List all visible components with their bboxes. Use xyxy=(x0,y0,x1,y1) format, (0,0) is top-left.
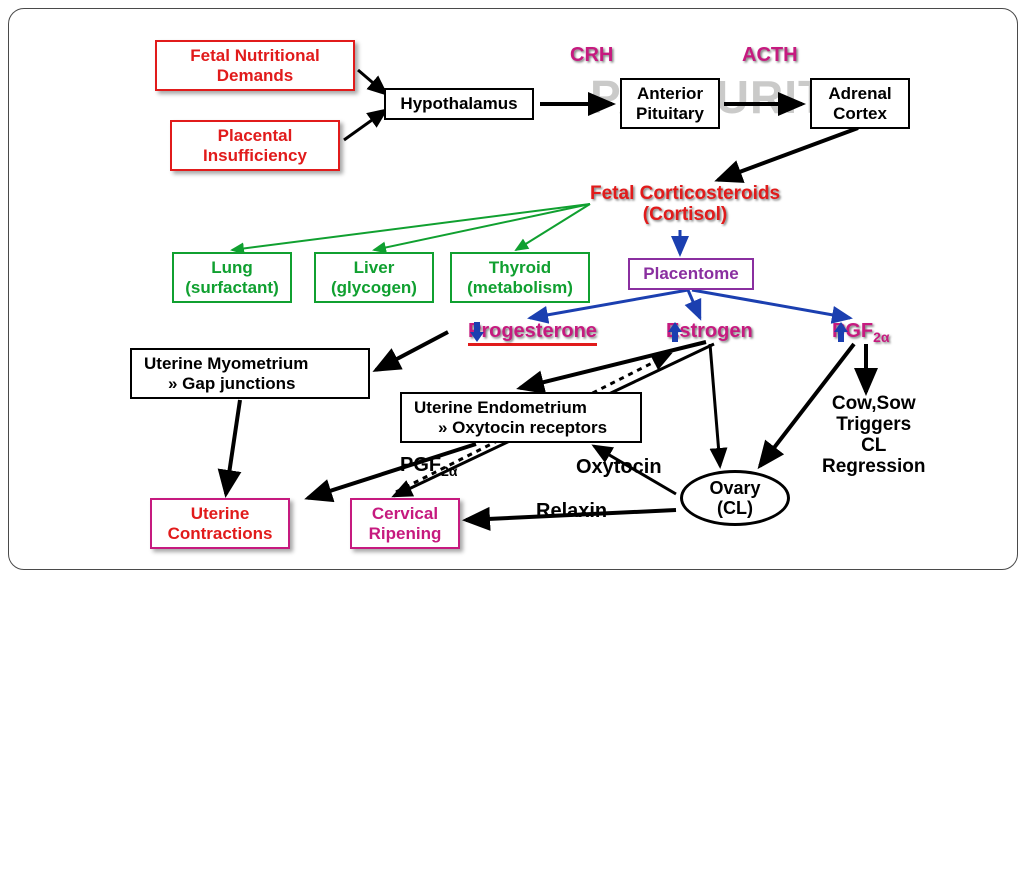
node-lung: Lung(surfactant) xyxy=(172,252,292,303)
label-relaxin: Relaxin xyxy=(536,500,607,522)
node-liver: Liver(glycogen) xyxy=(314,252,434,303)
node-hypothalamus: Hypothalamus xyxy=(384,88,534,120)
node-ant_pit: AnteriorPituitary xyxy=(620,78,720,129)
hormone-progesterone: Progesterone xyxy=(468,320,597,346)
label-crh: CRH xyxy=(570,44,613,66)
hormone-pgf2a: PGF2α xyxy=(832,320,890,345)
node-placental_insuf: PlacentalInsufficiency xyxy=(170,120,340,171)
node-ovary: Ovary(CL) xyxy=(680,470,790,526)
label-pgf_label: PGF2α xyxy=(400,454,458,479)
label-acth: ACTH xyxy=(742,44,798,66)
node-cervical: CervicalRipening xyxy=(350,498,460,549)
label-cl-regression: Cow,SowTriggersCLRegression xyxy=(822,394,925,478)
node-placentome: Placentome xyxy=(628,258,754,290)
node-myometrium: Uterine Myometrium» Gap junctions xyxy=(130,348,370,399)
label-oxytocin: Oxytocin xyxy=(576,456,662,478)
label-fetal_cortisol: Fetal Corticosteroids(Cortisol) xyxy=(590,184,780,226)
node-endometrium: Uterine Endometrium» Oxytocin receptors xyxy=(400,392,642,443)
node-adrenal: AdrenalCortex xyxy=(810,78,910,129)
node-fetal_nutr: Fetal NutritionalDemands xyxy=(155,40,355,91)
node-ut_contr: UterineContractions xyxy=(150,498,290,549)
node-thyroid: Thyroid(metabolism) xyxy=(450,252,590,303)
hormone-estrogen: Estrogen xyxy=(666,320,753,342)
